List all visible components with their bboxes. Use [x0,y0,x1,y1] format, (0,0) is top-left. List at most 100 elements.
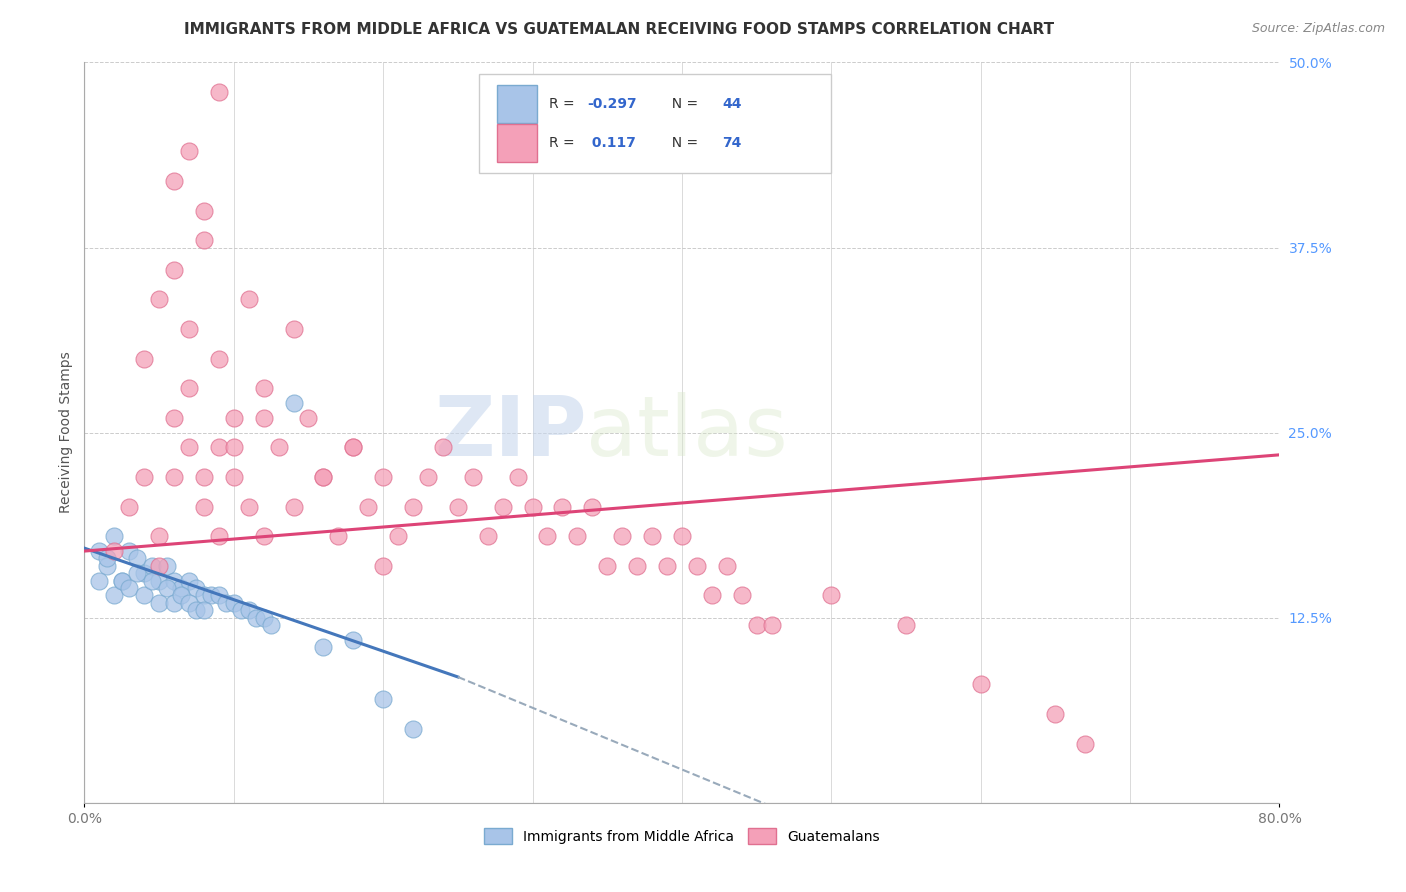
Point [170,589,193,603]
Point [716,558,738,573]
Point [141,558,163,573]
Point [492,500,515,514]
Point [177,596,200,610]
Point [253,381,276,395]
Text: 44: 44 [723,97,742,111]
Point [125,566,148,581]
Point [163,596,186,610]
Text: IMMIGRANTS FROM MIDDLE AFRICA VS GUATEMALAN RECEIVING FOOD STAMPS CORRELATION CH: IMMIGRANTS FROM MIDDLE AFRICA VS GUATEMA… [184,22,1053,37]
Point [820,589,842,603]
Point [402,722,425,736]
Y-axis label: Receiving Food Stamps: Receiving Food Stamps [59,351,73,514]
Point [253,410,276,425]
Point [641,529,664,543]
Point [761,618,783,632]
Point [671,529,693,543]
Point [731,589,754,603]
Point [193,233,215,247]
Point [222,596,245,610]
FancyBboxPatch shape [496,85,537,123]
Point [283,396,305,410]
Point [222,410,245,425]
Point [267,441,290,455]
Point [536,529,558,543]
Point [567,529,589,543]
Point [208,589,231,603]
Point [96,558,118,573]
Point [148,529,170,543]
Point [193,470,215,484]
Point [103,589,125,603]
Point [260,618,283,632]
Text: ZIP: ZIP [434,392,586,473]
Point [283,500,305,514]
Point [111,574,134,588]
Point [700,589,723,603]
Point [373,470,395,484]
Point [238,500,260,514]
Text: atlas: atlas [586,392,787,473]
Point [215,596,238,610]
Point [1074,737,1097,751]
Point [222,441,245,455]
Point [155,558,177,573]
Point [745,618,768,632]
Point [686,558,709,573]
Point [148,574,170,588]
Point [141,574,163,588]
Point [238,603,260,617]
Point [132,589,156,603]
Point [186,603,208,617]
Point [193,589,215,603]
FancyBboxPatch shape [479,73,831,173]
Point [342,441,364,455]
Point [103,544,125,558]
Point [193,603,215,617]
Point [89,574,111,588]
Point [222,470,245,484]
Point [312,470,335,484]
Point [253,610,276,624]
Point [148,596,170,610]
Point [461,470,484,484]
Point [312,470,335,484]
Point [132,566,156,581]
Point [208,351,231,366]
Point [208,441,231,455]
Text: R =: R = [550,136,579,150]
Text: -0.297: -0.297 [588,97,637,111]
Point [245,610,267,624]
Point [177,322,200,336]
Point [373,692,395,706]
Point [170,581,193,595]
Point [342,441,364,455]
Point [163,470,186,484]
Point [177,441,200,455]
Point [177,381,200,395]
Point [477,529,499,543]
Point [96,551,118,566]
Point [238,293,260,307]
Point [103,529,125,543]
Point [970,677,993,691]
Point [163,410,186,425]
Point [312,640,335,655]
Point [342,632,364,647]
Point [155,581,177,595]
Point [387,529,409,543]
Point [522,500,544,514]
Point [506,470,529,484]
Point [416,470,439,484]
Point [357,500,380,514]
Point [193,203,215,218]
Point [118,500,141,514]
Point [200,589,222,603]
Point [373,558,395,573]
Point [432,441,454,455]
Point [111,574,134,588]
Point [132,351,156,366]
Point [297,410,319,425]
Point [581,500,603,514]
Point [1045,706,1067,721]
Point [148,293,170,307]
